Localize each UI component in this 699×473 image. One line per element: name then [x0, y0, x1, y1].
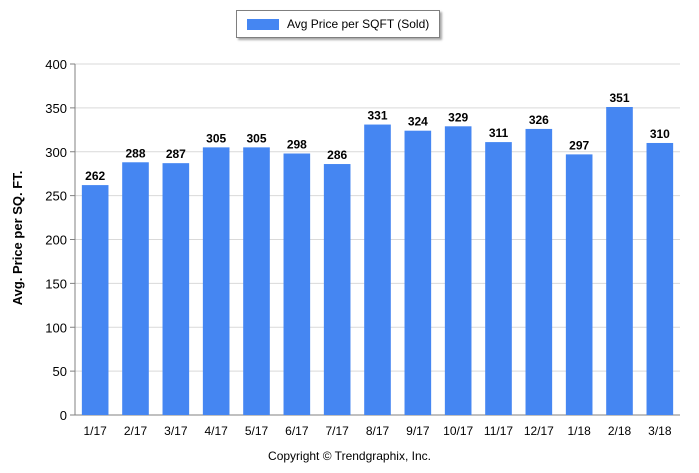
bar [565, 154, 593, 415]
x-tick-label: 3/17 [164, 424, 188, 438]
x-tick-label: 12/17 [524, 424, 554, 438]
legend-swatch [247, 18, 279, 30]
data-label: 326 [529, 113, 549, 127]
x-tick-label: 4/17 [204, 424, 228, 438]
y-tick-label: 100 [45, 320, 67, 335]
x-tick-label: 10/17 [443, 424, 473, 438]
y-tick-label: 200 [45, 233, 67, 248]
bar [122, 162, 149, 415]
x-tick-label: 2/17 [124, 424, 148, 438]
data-label: 331 [367, 109, 387, 123]
y-axis-label: Avg. Price per SQ. FT. [10, 171, 25, 306]
x-tick-label: 2/18 [608, 424, 632, 438]
x-tick-label: 11/17 [484, 424, 513, 438]
data-label: 310 [650, 127, 670, 141]
bar [243, 147, 270, 416]
bar [81, 185, 109, 415]
data-label: 288 [125, 146, 145, 160]
y-tick-label: 250 [45, 189, 67, 204]
x-tick-label: 7/17 [325, 424, 349, 438]
bar [404, 130, 432, 415]
x-tick-label: 1/17 [83, 424, 107, 438]
data-label: 297 [569, 138, 589, 152]
data-label: 324 [408, 115, 428, 129]
y-tick-labels: 0 50 100 150 200 250 300 350 400 [45, 57, 67, 423]
data-label: 262 [85, 169, 105, 183]
copyright-text: Copyright © Trendgraphix, Inc. [268, 449, 431, 463]
legend-label: Avg Price per SQFT (Sold) [287, 17, 430, 31]
bar [162, 163, 190, 415]
x-tick-labels: 1/17 2/17 3/17 4/17 5/17 6/17 7/17 8/17 9/17 10/1… [83, 424, 671, 438]
bar [364, 124, 391, 416]
legend: Avg Price per SQFT (Sold) [236, 10, 440, 38]
y-tick-label: 0 [60, 408, 67, 423]
bar [323, 164, 351, 415]
data-label: 286 [327, 148, 347, 162]
bar [525, 128, 553, 415]
y-tick-label: 350 [45, 101, 67, 116]
data-label: 329 [448, 110, 468, 124]
bars [81, 106, 674, 416]
bar [202, 147, 230, 416]
data-label: 305 [246, 131, 266, 145]
data-labels: 262 288 287 305 305 298 286 331 324 329 311 326 297 3… [85, 91, 670, 183]
data-label: 305 [206, 131, 226, 145]
bar [646, 142, 674, 415]
bar [283, 153, 311, 415]
x-tick-label: 3/18 [648, 424, 672, 438]
data-label: 287 [166, 147, 186, 161]
y-tick-label: 150 [45, 276, 67, 291]
y-tick-label: 50 [53, 364, 67, 379]
x-tick-label: 5/17 [245, 424, 269, 438]
x-tick-label: 1/18 [567, 424, 591, 438]
data-label: 351 [609, 91, 629, 105]
bar [606, 106, 633, 415]
bar [485, 142, 512, 415]
y-tick-label: 300 [45, 145, 67, 160]
x-tick-label: 6/17 [285, 424, 309, 438]
data-label: 298 [287, 138, 307, 152]
x-tick-label: 9/17 [406, 424, 430, 438]
bar [444, 126, 472, 416]
x-tick-label: 8/17 [366, 424, 390, 438]
data-label: 311 [489, 126, 509, 140]
y-tick-label: 400 [45, 57, 67, 72]
